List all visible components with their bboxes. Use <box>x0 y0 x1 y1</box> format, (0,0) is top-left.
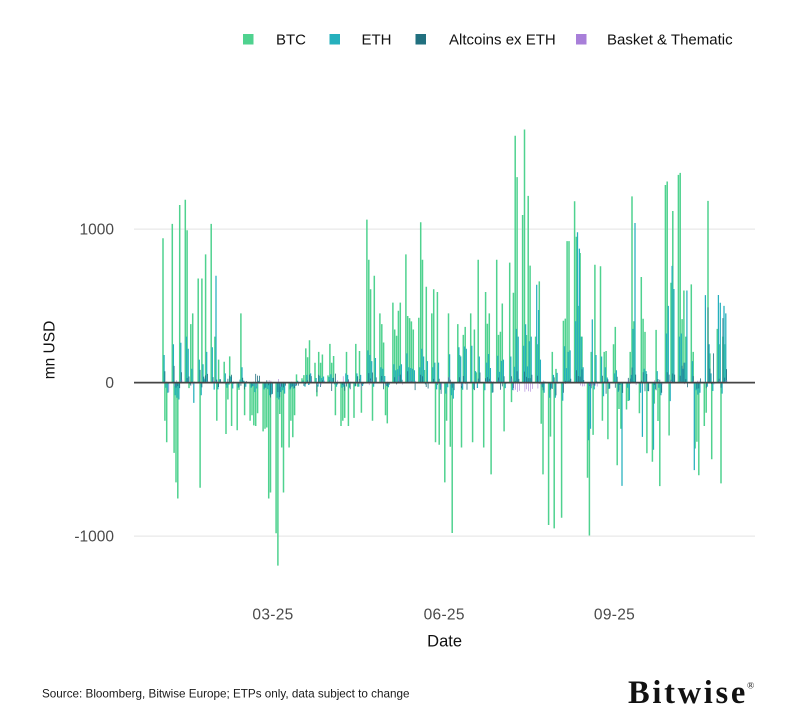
svg-text:0: 0 <box>105 375 114 392</box>
svg-text:06-25: 06-25 <box>424 607 465 624</box>
svg-text:Source: Bloomberg, Bitwise Eur: Source: Bloomberg, Bitwise Europe; ETPs … <box>42 688 410 701</box>
svg-text:03-25: 03-25 <box>252 607 293 624</box>
svg-text:BTC: BTC <box>276 32 306 49</box>
svg-text:®: ® <box>747 681 754 692</box>
svg-text:Altcoins ex ETH: Altcoins ex ETH <box>449 32 556 49</box>
svg-text:ETH: ETH <box>362 32 392 49</box>
svg-text:Date: Date <box>427 633 462 651</box>
svg-text:Basket & Thematic: Basket & Thematic <box>607 32 733 49</box>
svg-text:1000: 1000 <box>80 222 115 239</box>
svg-text:09-25: 09-25 <box>594 607 635 624</box>
svg-text:Bitwise: Bitwise <box>628 675 748 711</box>
svg-text:mn USD: mn USD <box>42 321 59 380</box>
svg-text:-1000: -1000 <box>74 529 114 546</box>
